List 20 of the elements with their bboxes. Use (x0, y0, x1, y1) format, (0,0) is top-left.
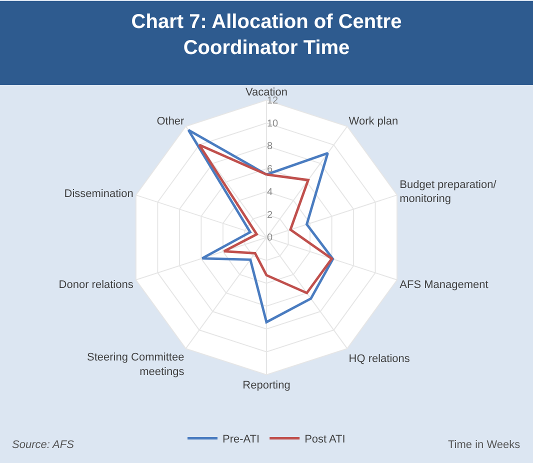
y-tick-label: 2 (267, 210, 273, 221)
y-tick-label: 4 (267, 186, 273, 198)
spoke-label: Budget preparation/ monitoring (400, 178, 498, 206)
source-note: Source: AFS (12, 439, 75, 451)
spoke-label: Donor relations (58, 278, 134, 291)
chart-title: Chart 7: Allocation of Centre Coordinator Time (131, 10, 402, 59)
y-tick-label: 8 (267, 141, 273, 152)
text: Time in Weeks (448, 439, 521, 451)
legend-label: Pre-ATI (222, 434, 260, 446)
y-tick-label: 0 (267, 232, 273, 244)
spoke-label: HQ relations (348, 352, 410, 365)
legend-label: Post ATI (304, 434, 346, 446)
spoke-label: Other (156, 116, 185, 128)
spoke-label: Dissemination (64, 188, 134, 200)
y-tick-label: 10 (267, 118, 279, 130)
y-tick-label: 12 (267, 95, 279, 106)
spoke-label: Reporting (242, 379, 290, 392)
spoke-label: Steering Committee meetings (86, 352, 185, 378)
spoke-label: AFS Management (400, 278, 488, 291)
spoke-label: Work plan (348, 116, 398, 128)
